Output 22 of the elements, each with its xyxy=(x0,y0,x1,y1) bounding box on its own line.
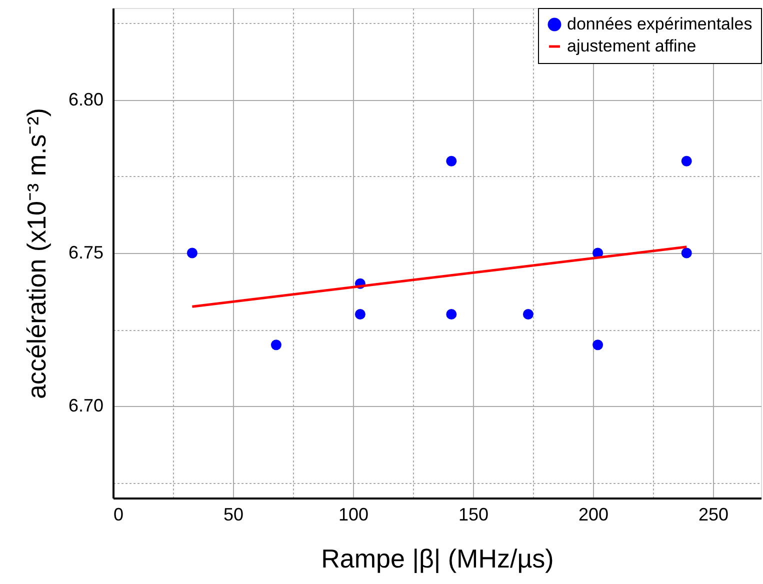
legend-label: ajustement affine xyxy=(567,36,696,56)
legend-label: données expérimentales xyxy=(567,14,752,34)
point xyxy=(446,156,457,166)
point xyxy=(592,340,604,350)
point xyxy=(270,340,282,350)
x-axis-title: Rampe |β| (MHz/µs) xyxy=(321,544,554,574)
x-tick-label: 50 xyxy=(223,504,244,524)
x-tick-label: 150 xyxy=(458,504,489,524)
x-tick-label: 200 xyxy=(578,504,609,524)
y-tick-label: 6.80 xyxy=(68,89,104,110)
point xyxy=(446,309,457,320)
point xyxy=(681,156,692,166)
point xyxy=(681,248,692,258)
y-axis-title: accélération (x10⁻³ m.s⁻²) xyxy=(21,108,52,400)
x-tick-label: 0 xyxy=(114,504,124,524)
x-tick-label: 100 xyxy=(338,504,369,524)
point xyxy=(522,309,534,320)
y-tick-label: 6.75 xyxy=(68,242,104,262)
x-tick-label: 250 xyxy=(698,504,729,524)
y-tick-label: 6.70 xyxy=(68,396,104,416)
point xyxy=(354,309,366,320)
point xyxy=(186,248,198,258)
